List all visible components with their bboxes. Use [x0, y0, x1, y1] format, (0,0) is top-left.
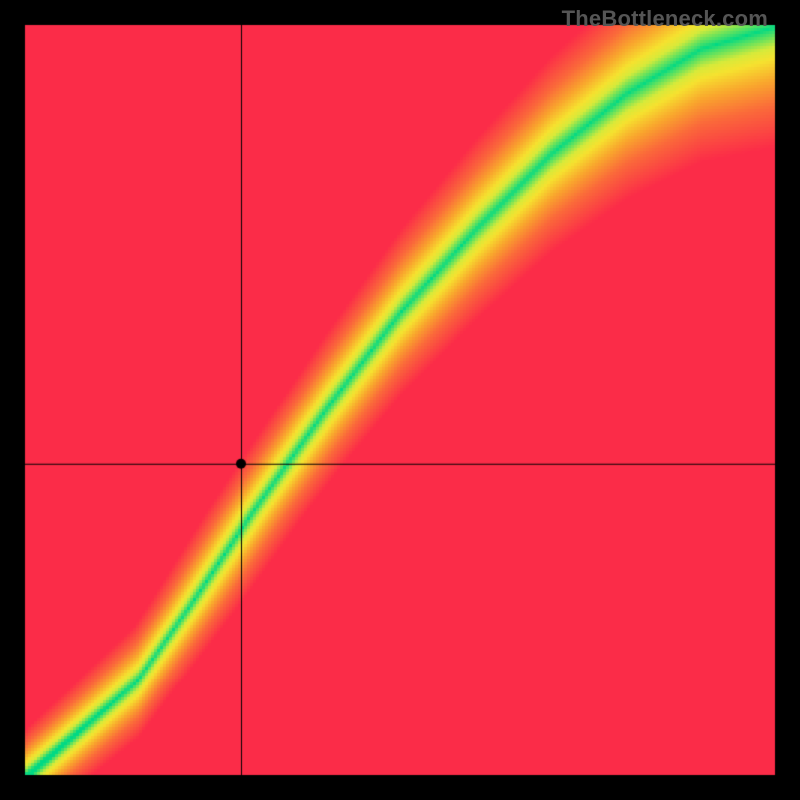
heatmap-canvas	[0, 0, 800, 800]
watermark-label: TheBottleneck.com	[562, 6, 768, 32]
bottleneck-heatmap-container: TheBottleneck.com	[0, 0, 800, 800]
